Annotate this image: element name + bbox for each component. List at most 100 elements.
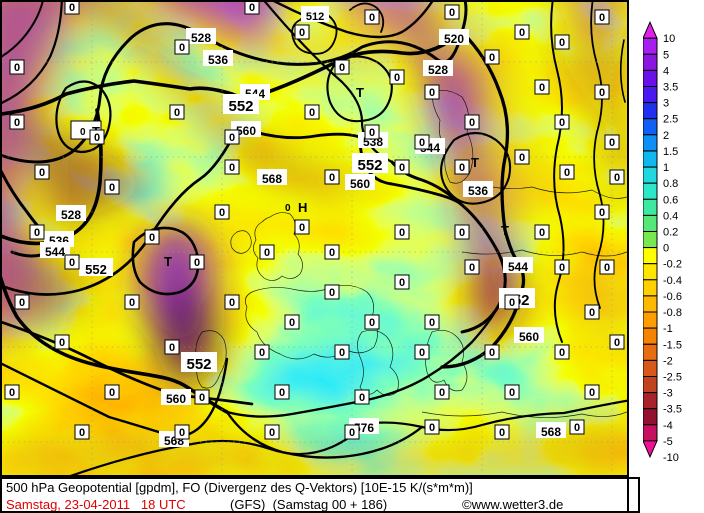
- svg-text:0: 0: [229, 162, 235, 174]
- svg-text:0: 0: [80, 127, 86, 138]
- svg-text:0: 0: [369, 127, 375, 139]
- svg-text:1.5: 1.5: [663, 146, 678, 158]
- svg-text:0: 0: [429, 422, 435, 434]
- svg-text:0: 0: [59, 337, 65, 349]
- svg-text:536: 536: [468, 184, 488, 198]
- svg-text:560: 560: [519, 330, 539, 344]
- svg-text:-0.2: -0.2: [663, 259, 682, 271]
- svg-text:0: 0: [179, 42, 185, 54]
- svg-text:0: 0: [599, 87, 605, 99]
- svg-text:0: 0: [309, 107, 315, 119]
- svg-text:544: 544: [45, 245, 65, 259]
- svg-text:-10: -10: [663, 452, 679, 464]
- svg-text:0: 0: [564, 167, 570, 179]
- svg-text:0: 0: [394, 72, 400, 84]
- svg-text:0: 0: [19, 297, 25, 309]
- svg-text:560: 560: [350, 177, 370, 191]
- svg-text:0: 0: [539, 227, 545, 239]
- svg-text:0: 0: [289, 317, 295, 329]
- svg-text:0: 0: [359, 392, 365, 404]
- svg-text:0.8: 0.8: [663, 178, 678, 190]
- svg-text:-1: -1: [663, 323, 673, 335]
- svg-text:0: 0: [459, 227, 465, 239]
- svg-text:0: 0: [449, 7, 455, 19]
- svg-text:3: 3: [663, 98, 669, 110]
- svg-text:0: 0: [663, 243, 669, 255]
- svg-text:0: 0: [14, 117, 20, 129]
- svg-text:0.2: 0.2: [663, 227, 678, 239]
- svg-text:568: 568: [262, 172, 282, 186]
- svg-text:-0.6: -0.6: [663, 291, 682, 303]
- svg-text:0: 0: [194, 257, 200, 269]
- svg-text:0: 0: [229, 297, 235, 309]
- svg-text:0: 0: [589, 307, 595, 319]
- svg-text:0: 0: [399, 277, 405, 289]
- svg-text:0: 0: [299, 222, 305, 234]
- svg-text:528: 528: [61, 208, 81, 222]
- svg-text:0: 0: [559, 262, 565, 274]
- svg-text:0: 0: [349, 427, 355, 439]
- svg-text:0: 0: [39, 167, 45, 179]
- svg-text:0: 0: [129, 297, 135, 309]
- svg-text:0: 0: [269, 427, 275, 439]
- svg-text:-0.4: -0.4: [663, 275, 682, 287]
- svg-text:0: 0: [539, 82, 545, 94]
- svg-text:0: 0: [429, 87, 435, 99]
- svg-text:0: 0: [559, 37, 565, 49]
- svg-text:2.5: 2.5: [663, 114, 678, 126]
- svg-text:4: 4: [663, 65, 669, 77]
- svg-text:552: 552: [186, 356, 211, 373]
- svg-text:520: 520: [444, 32, 464, 46]
- svg-text:0: 0: [329, 287, 335, 299]
- svg-text:0: 0: [69, 257, 75, 269]
- svg-text:0: 0: [429, 317, 435, 329]
- svg-text:T: T: [471, 155, 479, 170]
- svg-text:0: 0: [399, 227, 405, 239]
- svg-text:0: 0: [489, 347, 495, 359]
- svg-text:0: 0: [299, 27, 305, 39]
- svg-text:0: 0: [419, 137, 425, 149]
- svg-text:0: 0: [329, 247, 335, 259]
- svg-text:0: 0: [399, 162, 405, 174]
- svg-text:0: 0: [614, 337, 620, 349]
- svg-text:552: 552: [85, 262, 107, 277]
- svg-text:560: 560: [166, 392, 186, 406]
- svg-text:552: 552: [228, 98, 253, 115]
- svg-text:0: 0: [599, 12, 605, 24]
- svg-text:0: 0: [94, 132, 100, 144]
- svg-text:-0.8: -0.8: [663, 307, 682, 319]
- svg-text:0: 0: [469, 117, 475, 129]
- svg-text:0: 0: [519, 27, 525, 39]
- svg-text:0: 0: [609, 137, 615, 149]
- svg-text:0: 0: [79, 427, 85, 439]
- svg-text:H: H: [298, 200, 307, 215]
- svg-text:0: 0: [489, 52, 495, 64]
- svg-text:0: 0: [509, 297, 515, 309]
- svg-text:528: 528: [428, 63, 448, 77]
- svg-text:512: 512: [306, 11, 324, 23]
- svg-text:0: 0: [469, 262, 475, 274]
- svg-text:1: 1: [663, 162, 669, 174]
- svg-text:0: 0: [604, 262, 610, 274]
- svg-text:0: 0: [339, 62, 345, 74]
- svg-text:0: 0: [264, 247, 270, 259]
- svg-text:0.4: 0.4: [663, 210, 678, 222]
- svg-text:-1.5: -1.5: [663, 339, 682, 351]
- svg-text:0: 0: [459, 162, 465, 174]
- svg-text:0: 0: [285, 203, 291, 214]
- svg-text:-2: -2: [663, 355, 673, 367]
- svg-text:0: 0: [14, 62, 20, 74]
- svg-text:0: 0: [519, 152, 525, 164]
- svg-text:T: T: [356, 85, 364, 100]
- svg-text:0: 0: [329, 172, 335, 184]
- svg-text:528: 528: [191, 31, 211, 45]
- svg-text:0: 0: [249, 2, 255, 14]
- svg-text:0: 0: [109, 182, 115, 194]
- svg-text:0: 0: [259, 347, 265, 359]
- svg-text:552: 552: [357, 157, 382, 174]
- svg-text:-3: -3: [663, 388, 673, 400]
- svg-text:0: 0: [169, 342, 175, 354]
- svg-text:-4: -4: [663, 420, 673, 432]
- svg-text:568: 568: [541, 425, 561, 439]
- svg-text:0: 0: [149, 232, 155, 244]
